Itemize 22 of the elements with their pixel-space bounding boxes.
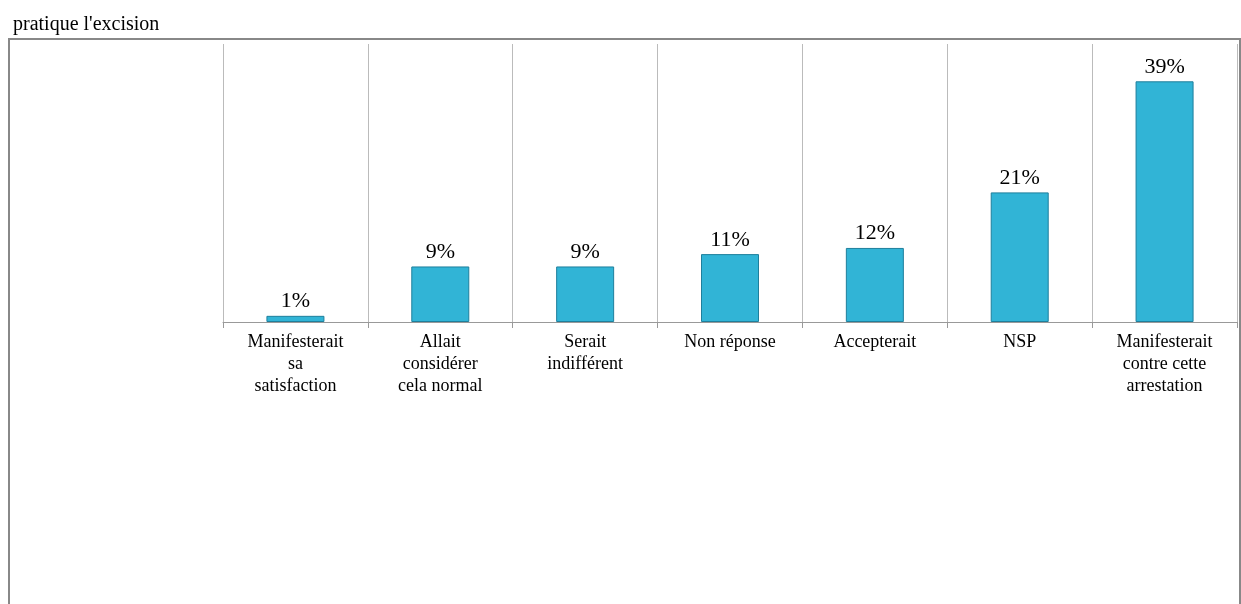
data-label: 39% [1144, 52, 1185, 78]
bar [1135, 81, 1194, 322]
x-tick-label: NSP [1003, 331, 1037, 351]
x-tick-label: Accepterait [833, 331, 917, 351]
data-label: 12% [854, 219, 896, 245]
data-label: 9% [570, 237, 600, 263]
data-label: 1% [280, 287, 311, 313]
x-tick-label: Non réponse [684, 331, 776, 351]
data-label: 21% [999, 163, 1040, 189]
x-tick-label: Allait considérer cela normal [398, 331, 483, 395]
bar [845, 247, 904, 322]
bar [990, 192, 1049, 322]
bar [556, 266, 615, 322]
x-tick-label: Serait indifférent [547, 331, 623, 373]
x-tick-label: Manifesterait sa satisfaction [247, 331, 344, 395]
data-label: 9% [425, 237, 455, 263]
chart-title: pratique l'excision [13, 12, 160, 35]
data-label: 11% [710, 225, 750, 251]
bar [411, 266, 470, 322]
bar [266, 315, 325, 322]
bar [701, 254, 759, 322]
x-tick-label: Manifesterait contre cette arrestation [1116, 331, 1213, 395]
